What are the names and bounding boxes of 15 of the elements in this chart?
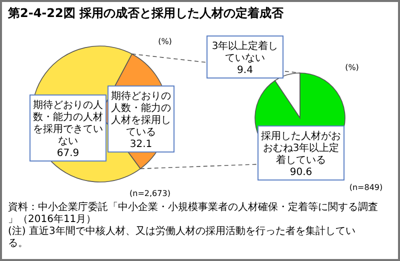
- data-label: 90.6: [290, 167, 312, 178]
- slice-label: 3年以上定着していない: [212, 40, 278, 64]
- slice-label: 期待どおりの人数・能力の人材を採用している: [111, 90, 171, 138]
- text: (n=849): [349, 183, 383, 192]
- data-label: 67.9: [56, 148, 80, 159]
- slice-label: 期待どおりの人数・能力の人材を採用できていない: [33, 99, 103, 147]
- text: 資料：中小企業庁委託「中小企業・小規模事業者の人材確保・定着等に関する調査」（2016年11月）: [8, 201, 378, 225]
- text: (注) 直近3年間で中核人材、又は労働人材の採用活動を行った者を集計している。: [8, 225, 356, 249]
- slice-label: 採用した人材がおおむね3年以上定着している: [261, 130, 341, 166]
- data-label: 9.4: [237, 65, 253, 76]
- text: (n=2,673): [130, 189, 170, 198]
- text: (%): [345, 63, 359, 72]
- data-label: 32.1: [130, 139, 152, 150]
- text: (%): [158, 37, 172, 46]
- chart-title: 第2-4-22図 採用の成否と採用した人材の定着成否: [7, 6, 285, 20]
